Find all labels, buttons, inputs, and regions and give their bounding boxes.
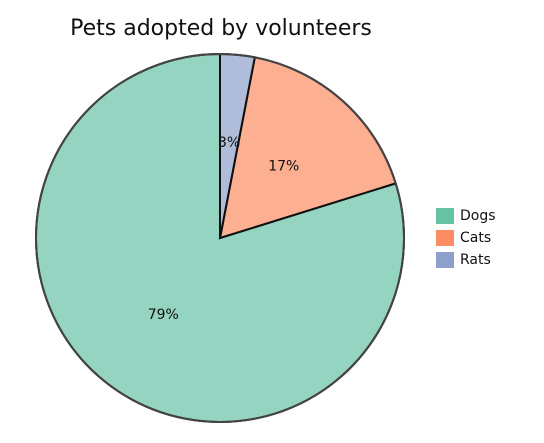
legend-swatch — [436, 252, 454, 268]
chart-title: Pets adopted by volunteers — [70, 16, 372, 41]
legend-label: Rats — [460, 252, 491, 268]
slice-label-rats: 3% — [218, 135, 240, 151]
legend-swatch — [436, 230, 454, 246]
legend-item-dogs: Dogs — [436, 205, 496, 227]
legend-swatch — [436, 208, 454, 224]
slice-label-cats: 17% — [268, 159, 299, 175]
chart-legend: Dogs Cats Rats — [436, 205, 496, 271]
legend-label: Dogs — [460, 208, 496, 224]
pie-outline — [35, 53, 405, 423]
legend-item-rats: Rats — [436, 249, 496, 271]
legend-item-cats: Cats — [436, 227, 496, 249]
slice-label-dogs: 79% — [148, 307, 179, 323]
legend-label: Cats — [460, 230, 492, 246]
